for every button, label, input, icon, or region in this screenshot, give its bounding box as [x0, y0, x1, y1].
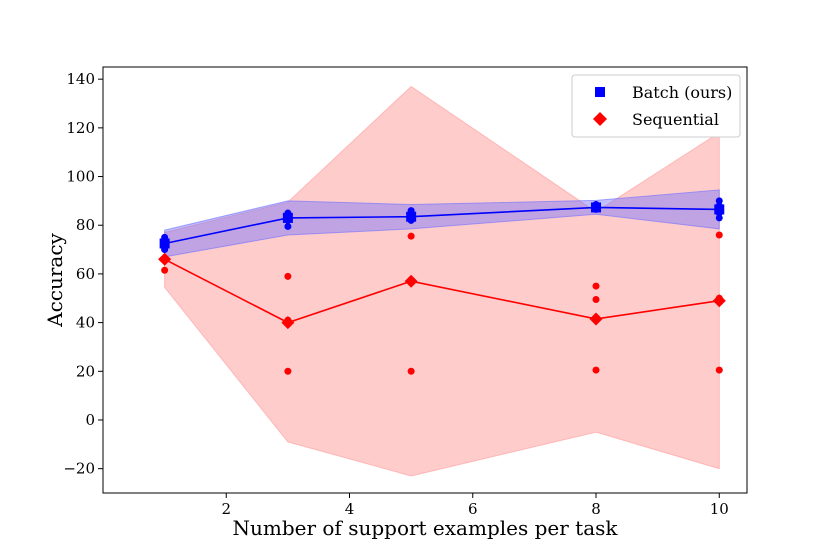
- plot-frame: [102, 66, 748, 494]
- legend-box: [571, 74, 741, 138]
- scatter-point-batch-19: [715, 197, 723, 205]
- mean-marker-sequential-4: [712, 294, 726, 308]
- legend-marker-sequential: [593, 112, 607, 126]
- mean-marker-batch-3: [591, 202, 602, 213]
- mean-marker-sequential-0: [158, 252, 172, 266]
- y-tick-label: 100: [66, 168, 95, 186]
- x-axis-ticks: 2 4 6 8 10: [221, 493, 729, 518]
- scatter-point-sequential-3: [284, 367, 292, 375]
- y-axis-label: Accuracy: [43, 232, 67, 327]
- mean-marker-batch-1: [282, 212, 293, 223]
- scatter-point-sequential-9: [715, 231, 723, 239]
- y-tick-label: 80: [76, 216, 95, 234]
- y-tick-label: 0: [85, 411, 95, 429]
- mean-marker-batch-2: [406, 211, 417, 222]
- x-tick-label: 10: [710, 500, 729, 518]
- legend-label-sequential: Sequential: [632, 110, 719, 129]
- scatter-point-batch-16: [715, 214, 723, 222]
- x-tick-label: 4: [345, 500, 355, 518]
- y-tick-label: 120: [66, 119, 95, 137]
- scatter-point-sequential-11: [715, 366, 723, 374]
- confidence-bands: [164, 85, 720, 477]
- y-axis-ticks: −20 0 20 40 60 80 100 120 140: [63, 70, 103, 478]
- x-axis-label: Number of support examples per task: [232, 516, 618, 540]
- mean-marker-sequential-3: [589, 312, 603, 326]
- x-tick-label: 2: [221, 500, 231, 518]
- scatter-point-sequential-4: [407, 232, 415, 240]
- legend-marker-batch: [595, 87, 605, 97]
- band-sequential: [164, 85, 720, 477]
- mean-marker-batch-0: [159, 238, 170, 249]
- y-tick-label: 140: [66, 70, 95, 88]
- legend: Batch (ours) Sequential: [571, 74, 741, 138]
- mean-marker-sequential-2: [404, 274, 418, 288]
- scatter-point-sequential-1: [284, 272, 292, 280]
- x-tick-label: 6: [468, 500, 478, 518]
- legend-label-batch: Batch (ours): [632, 83, 732, 102]
- y-tick-label: 40: [76, 314, 95, 332]
- scatter-point-sequential-7: [592, 295, 600, 303]
- x-tick-label: 8: [591, 500, 601, 518]
- mean-marker-batch-4: [714, 204, 725, 215]
- y-tick-label: 20: [76, 362, 95, 380]
- scatter-point-batch-5: [284, 222, 292, 230]
- scatter-point-sequential-0: [161, 266, 169, 274]
- y-tick-label: −20: [63, 460, 95, 478]
- mean-markers: [158, 202, 726, 330]
- scatter-point-sequential-6: [592, 282, 600, 290]
- band-batch: [164, 189, 720, 258]
- scatter-point-sequential-5: [407, 367, 415, 375]
- mean-marker-sequential-1: [281, 316, 295, 330]
- scatter-point-sequential-8: [592, 366, 600, 374]
- y-tick-label: 60: [76, 265, 95, 283]
